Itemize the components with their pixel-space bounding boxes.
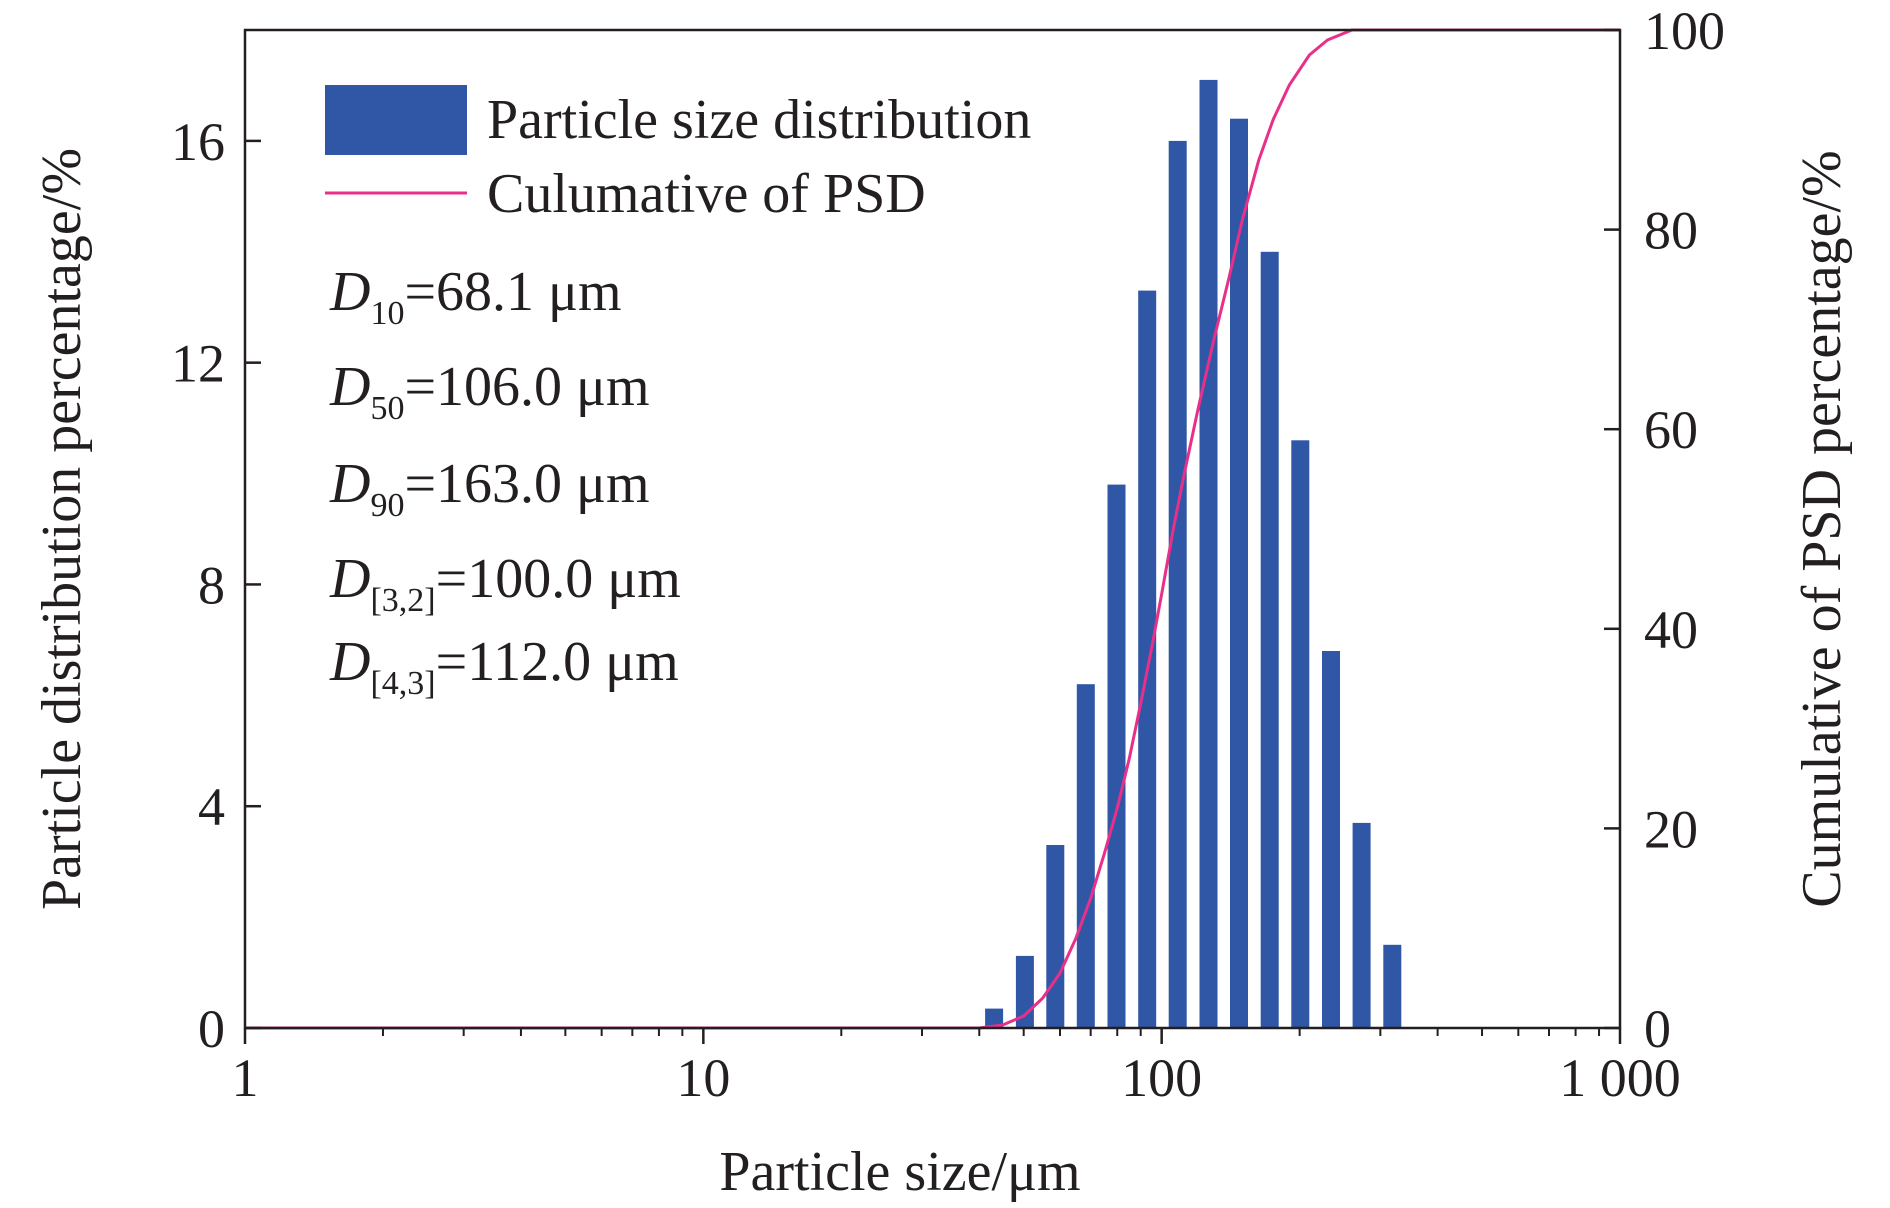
x-tick-label: 100 [1121, 1048, 1202, 1108]
bar [1230, 118, 1248, 1028]
y-axis-right: 0 20 40 60 80 100 [1604, 1, 1725, 1059]
legend-line-label: Culumative of PSD [487, 163, 926, 225]
y-right-tick-label: 20 [1644, 799, 1698, 859]
bar [1138, 290, 1157, 1029]
y-right-tick-label: 40 [1644, 600, 1698, 660]
y-left-tick-label: 0 [198, 999, 225, 1059]
x-tick-label: 1 [232, 1048, 259, 1108]
cumulative-line [245, 28, 1620, 1030]
legend-bar-swatch [325, 85, 467, 155]
bar-series [954, 79, 1402, 1029]
bar [1046, 845, 1065, 1028]
cumulative-series [245, 28, 1620, 1030]
bar [1291, 440, 1310, 1028]
statistic-text: D[3,2]=100.0 μm [329, 548, 681, 619]
y-left-tick-label: 16 [171, 112, 225, 172]
bar [1199, 79, 1218, 1028]
bar [1260, 251, 1279, 1029]
statistic-text: D50=106.0 μm [329, 356, 650, 427]
bar [1107, 484, 1126, 1029]
statistic-text: D10=68.1 μm [329, 261, 622, 332]
y-right-tick-label: 60 [1644, 400, 1698, 460]
bar [1352, 822, 1371, 1028]
y-left-tick-label: 8 [198, 555, 225, 615]
statistic-text: D90=163.0 μm [329, 453, 650, 524]
y-left-tick-label: 4 [198, 777, 225, 837]
x-axis: 1 10 100 1 000 [232, 1028, 1681, 1108]
legend: Particle size distribution Culumative of… [325, 85, 1031, 225]
legend-bar-label: Particle size distribution [487, 89, 1031, 151]
bar [1322, 651, 1340, 1028]
y-left-tick-label: 12 [171, 334, 225, 394]
y-right-tick-label: 0 [1644, 999, 1671, 1059]
y-axis-left: 0 4 8 12 16 [171, 112, 261, 1059]
bar [1168, 140, 1187, 1028]
statistic-text: D[4,3]=112.0 μm [329, 631, 679, 702]
bar [1383, 944, 1402, 1028]
y-axis-left-label: Particle distribution percentage/% [31, 148, 93, 910]
statistics-annotations: D10=68.1 μm D50=106.0 μm D90=163.0 μm D[3,2… [329, 261, 681, 702]
plot-frame [243, 28, 1622, 1030]
x-tick-label: 10 [676, 1048, 730, 1108]
x-axis-label: Particle size/μm [719, 1141, 1080, 1203]
bar [985, 1008, 1004, 1028]
x-tick-label: 1 000 [1559, 1048, 1681, 1108]
y-right-tick-label: 100 [1644, 1, 1725, 61]
bar [1076, 684, 1095, 1028]
y-right-tick-label: 80 [1644, 201, 1698, 261]
y-axis-right-label: Cumulative of PSD percentage/% [1791, 150, 1853, 907]
